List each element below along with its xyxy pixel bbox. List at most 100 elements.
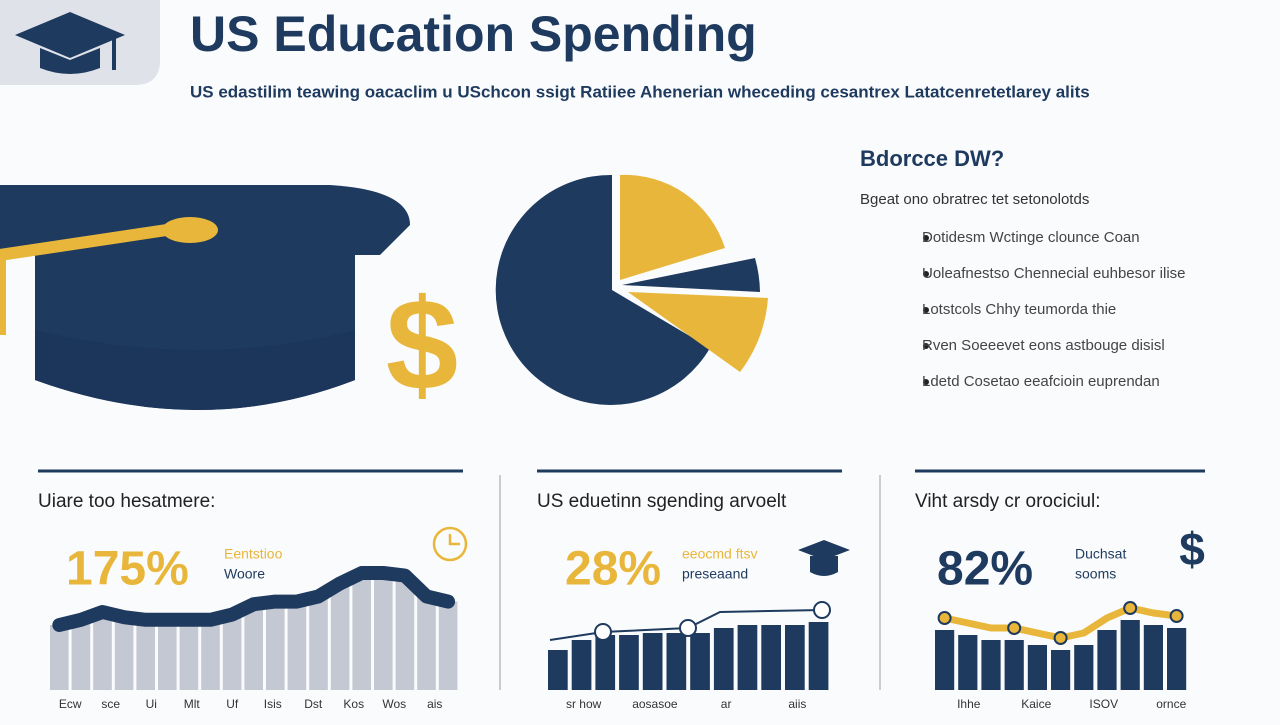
bar [179,619,199,690]
bar [619,635,639,690]
bar [114,617,134,690]
bar [642,633,663,690]
cap-illustration [0,185,410,410]
bar [1074,645,1094,690]
bar [1004,640,1024,690]
bar [287,601,307,690]
x-label: Ui [146,697,157,711]
x-label: Ecw [59,697,82,711]
connector-dot [594,623,612,641]
trend-dot [1007,621,1022,635]
x-label: Ihhe [957,697,981,711]
panel-note: Duchsat [1075,546,1126,562]
bar [958,635,978,690]
x-label: ar [721,697,732,711]
bar [981,640,1001,690]
bar [666,633,687,690]
bar [1143,625,1163,690]
x-label: sr how [566,697,602,711]
bar [1167,628,1187,690]
bullet-text: Uoleafnestso Chennecial euhbesor ilise [922,265,1186,282]
cap-small-base [810,556,838,576]
pie-illustration [495,174,768,405]
panel-note: Woore [224,566,265,582]
panel-title: Uiare too hesatmere: [38,491,215,512]
dollar-small: $ [1179,523,1205,575]
panel-title: Viht arsdy cr orociciul: [915,491,1101,512]
x-label: aiis [788,697,806,711]
bar [1097,630,1117,690]
trend-dot [1053,631,1068,645]
bar [330,583,350,690]
panel-title: US eduetinn sgending arvoelt [537,491,787,512]
bullet-dot [923,307,929,313]
dollar-icon: $ [386,271,458,417]
bar [548,650,568,690]
bullet-text: Ldetd Cosetao eeafcioin euprendan [922,373,1160,390]
panel-note: eeocmd ftsv [682,546,757,562]
x-label: Kos [343,697,364,711]
bar [158,619,177,690]
bar [785,625,805,690]
bar [266,601,285,690]
bar [713,628,734,690]
x-label: Wos [382,697,406,711]
sidebar-heading: Bdorcce DW? [860,146,1004,171]
panel-note: sooms [1075,566,1116,582]
x-label: ornce [1156,697,1186,711]
cap-icon [15,12,125,74]
panel-stat: 28% [565,543,661,596]
bar [1027,645,1047,690]
clock-icon [432,526,468,562]
trend-dot [937,611,952,625]
bullet-dot [923,271,929,277]
bar [571,640,592,690]
bar [595,635,616,690]
x-label: sce [101,697,120,711]
bar [1120,620,1140,690]
bar [808,622,829,690]
panel-stat: 175% [66,543,189,596]
bar [935,630,955,690]
x-label: ais [427,697,442,711]
x-label: Uf [226,697,239,711]
panel-note: Eentstioo [224,546,283,562]
connector-dot [813,601,831,619]
bar [1051,650,1071,690]
bar [50,625,69,690]
bar [690,633,710,690]
bar [71,619,91,690]
subtitle: US edastilim teawing oacaclim u USchcon … [190,82,1090,101]
title: US Education Spending [190,6,757,62]
bar [352,573,371,690]
bullet-text: Lotstcols Chhy teumorda thie [922,301,1116,318]
x-label: Mlt [184,697,201,711]
bar [93,612,112,690]
panel-note: preseaand [682,566,748,582]
x-label: Kaice [1021,697,1051,711]
x-label: aosasoe [632,697,678,711]
bar [374,573,393,690]
bullet-dot [923,235,929,241]
bar [417,596,436,690]
bar [222,614,242,690]
bullet-text: Dotidesm Wctinge clounce Coan [922,229,1140,246]
x-label: Isis [264,697,282,711]
bar [395,575,415,690]
trend-dot [1169,609,1184,623]
sidebar-intro: Bgeat ono obratrec tet setonolotds [860,191,1089,208]
clock-hands [448,534,460,546]
bullet-dot [923,379,929,385]
cap-small [798,540,850,560]
panel-stat: 82% [937,543,1033,596]
trend-dot [1123,601,1138,615]
x-label: Dst [304,697,323,711]
bullet-dot [923,343,929,349]
bar [309,596,328,690]
bullet-text: Rven Soeeevet eons astbouge disisl [922,337,1165,354]
x-label: ISOV [1089,697,1118,711]
bar [244,604,263,690]
bar [761,625,781,690]
